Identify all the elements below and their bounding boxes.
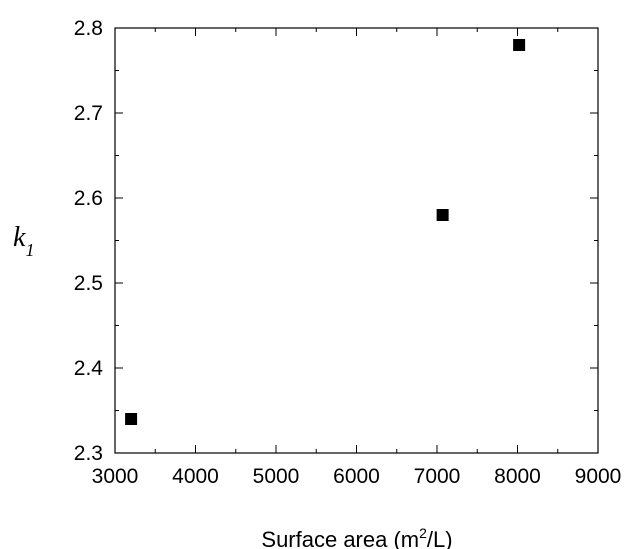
y-tick-label: 2.3	[74, 442, 103, 465]
x-tick-label: 9000	[575, 465, 622, 488]
y-tick-labels: 2.3 2.4 2.5 2.6 2.7 2.8	[74, 17, 104, 465]
plot-frame	[114, 27, 599, 454]
y-tick-label: 2.4	[74, 357, 104, 380]
x-tick-label: 5000	[253, 465, 300, 488]
x-tick-label: 8000	[494, 465, 541, 488]
axis-ticks	[114, 27, 599, 454]
y-axis-label: k1	[13, 222, 34, 260]
y-tick-label: 2.8	[74, 17, 103, 40]
x-axis-label: Surface area (m2/L)	[261, 525, 452, 549]
x-tick-label: 6000	[333, 465, 380, 488]
y-axis-label-subscript: 1	[25, 240, 34, 260]
x-axis-label-main: Surface area (m	[261, 527, 419, 549]
data-point-marker	[125, 413, 138, 425]
y-tick-label: 2.7	[74, 102, 103, 125]
y-tick-label: 2.6	[74, 187, 103, 210]
x-tick-label: 7000	[414, 465, 461, 488]
x-tick-labels: 3000 4000 5000 6000 7000 8000 9000	[92, 465, 622, 488]
x-tick-label: 4000	[172, 465, 219, 488]
x-axis-label-superscript: 2	[419, 525, 427, 541]
x-tick-label: 3000	[92, 465, 139, 488]
data-points	[125, 39, 526, 425]
data-point-marker	[436, 209, 449, 221]
data-point-marker	[513, 39, 526, 51]
y-tick-label: 2.5	[74, 272, 103, 295]
y-axis-label-main: k	[13, 222, 26, 253]
x-axis-label-suffix: /L)	[427, 527, 453, 549]
